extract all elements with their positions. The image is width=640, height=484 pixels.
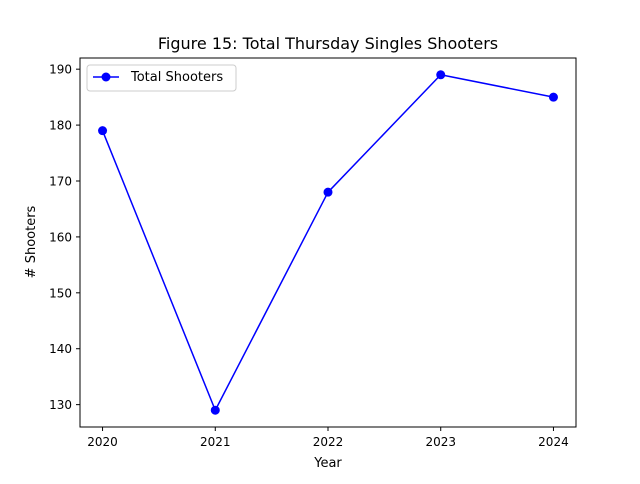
x-axis-label: Year — [313, 456, 342, 471]
x-tick-label: 2024 — [538, 435, 569, 449]
y-tick-label: 160 — [49, 230, 72, 244]
plot-frame — [79, 57, 577, 428]
x-axis-ticks: 2020 2021 2022 2023 2024 — [87, 427, 569, 449]
data-point — [98, 126, 108, 136]
y-axis-label: # Shooters — [24, 205, 39, 278]
plot-area — [80, 58, 576, 427]
legend-marker — [101, 72, 111, 82]
y-tick-label: 180 — [49, 119, 72, 133]
y-axis-ticks: 130 140 150 160 170 180 190 — [49, 63, 80, 412]
axes — [80, 58, 576, 427]
x-tick-label: 2022 — [313, 435, 344, 449]
data-point — [210, 405, 220, 415]
y-tick-label: 150 — [49, 286, 72, 300]
y-tick-label: 140 — [49, 342, 72, 356]
series-layer — [98, 70, 558, 415]
data-point — [323, 187, 333, 197]
data-point — [548, 92, 558, 102]
data-point — [436, 70, 446, 80]
legend-box — [86, 64, 237, 92]
y-tick-label: 190 — [49, 63, 72, 77]
y-tick-label: 130 — [49, 398, 72, 412]
x-tick-label: 2021 — [200, 435, 231, 449]
y-tick-label: 170 — [49, 175, 72, 189]
legend-label: Total Shooters — [130, 70, 223, 85]
x-tick-label: 2023 — [425, 435, 456, 449]
x-tick-label: 2020 — [87, 435, 118, 449]
chart-title: Figure 15: Total Thursday Singles Shoote… — [158, 34, 498, 53]
legend: Total Shooters — [86, 64, 237, 92]
